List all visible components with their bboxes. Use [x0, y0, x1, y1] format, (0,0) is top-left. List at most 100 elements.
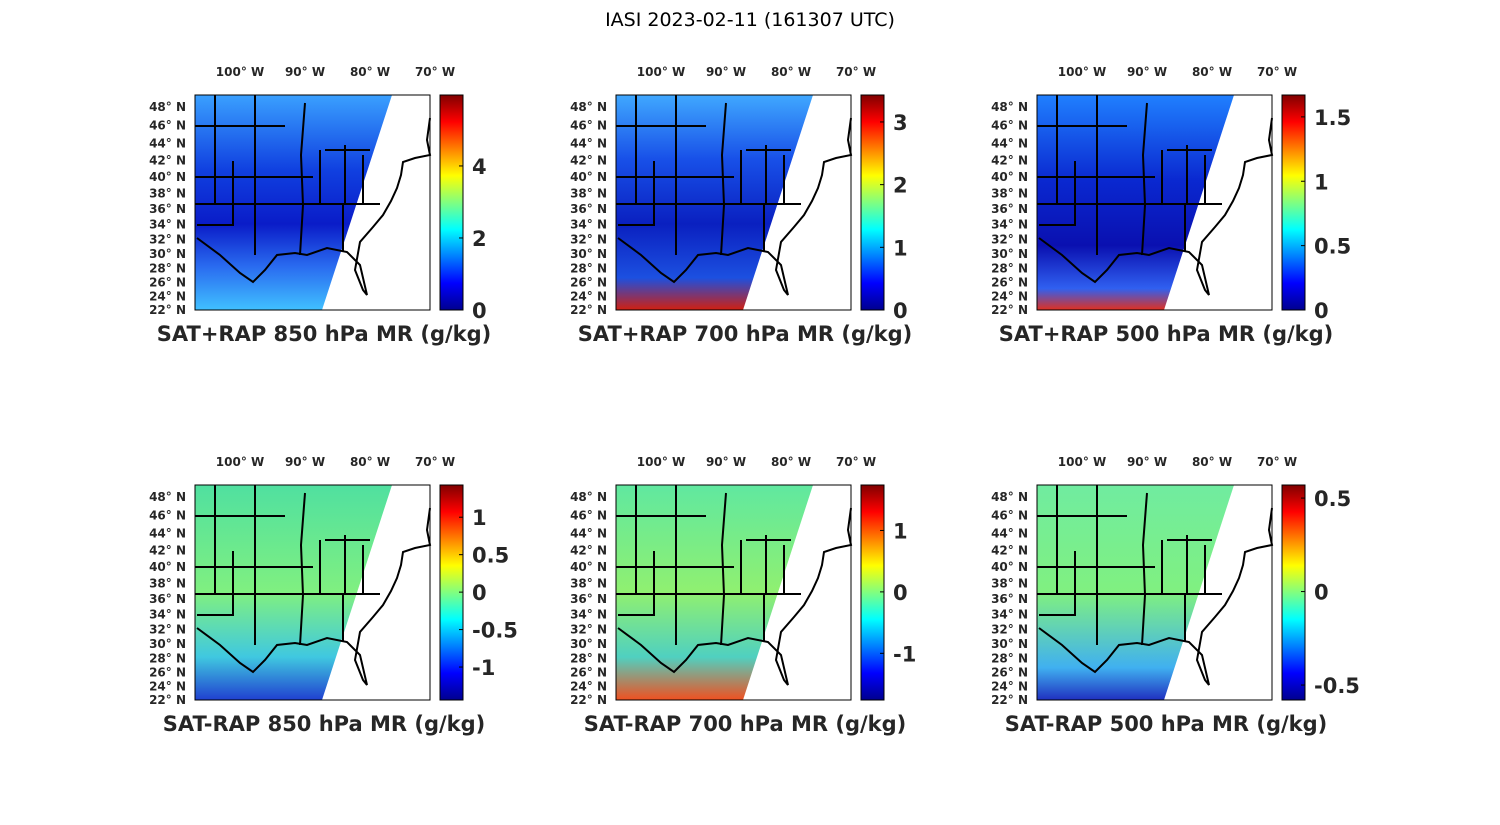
lon-tick-label: 70° W [415, 455, 455, 469]
map-panel-2: 100° W 90° W 80° W 70° W 48° N 46° N 44° N 42° … [570, 65, 912, 346]
map-panel-3: 100° W 90° W 80° W 70° W 48° N 46° N 44° N 42° … [991, 65, 1351, 346]
state-border [618, 161, 655, 226]
lon-tick-label: 80° W [350, 455, 390, 469]
lat-tick-label: 48° N [149, 100, 186, 114]
lat-tick-label: 38° N [149, 576, 186, 590]
colorbar-tick-label: 4 [472, 155, 487, 179]
lat-tick-label: 22° N [149, 693, 186, 707]
lat-tick-label: 40° N [149, 560, 186, 574]
colorbar-tick-label: 2 [893, 174, 908, 198]
lat-tick-label: 34° N [149, 217, 186, 231]
lat-tick-label: 44° N [991, 136, 1028, 150]
lon-tick-label: 80° W [1192, 455, 1232, 469]
lon-tick-label: 100° W [1058, 65, 1106, 79]
lat-tick-label: 32° N [991, 232, 1028, 246]
lat-tick-label: 28° N [570, 261, 607, 275]
lon-tick-label: 70° W [1257, 455, 1297, 469]
lat-tick-label: 42° N [570, 543, 607, 557]
coastline [196, 507, 432, 686]
lat-tick-label: 42° N [991, 543, 1028, 557]
lat-tick-label: 38° N [149, 186, 186, 200]
state-border [299, 102, 306, 256]
lat-tick-label: 44° N [570, 526, 607, 540]
colorbar-tick-label: 0 [893, 299, 908, 323]
lat-tick-label: 24° N [149, 679, 186, 693]
colorbar-tick-label: 3 [893, 111, 908, 135]
map-frame [194, 94, 431, 311]
colorbar-tick-label: -1 [893, 642, 916, 666]
lat-tick-label: 24° N [149, 289, 186, 303]
lat-tick-label: 26° N [991, 665, 1028, 679]
map-panel-1: 100° W 90° W 80° W 70° W 48° N 46° N 44° N 42° … [149, 65, 491, 346]
lat-tick-label: 28° N [149, 651, 186, 665]
map-frame [1036, 94, 1273, 311]
state-border [720, 102, 727, 256]
lat-tick-label: 44° N [570, 136, 607, 150]
lon-tick-label: 100° W [637, 455, 685, 469]
colorbar-tick-label: 0.5 [1314, 487, 1351, 511]
map-frame [615, 94, 852, 311]
lat-tick-label: 36° N [149, 202, 186, 216]
satellite-swath [195, 95, 392, 310]
lon-tick-label: 90° W [1127, 455, 1167, 469]
lat-tick-label: 44° N [149, 136, 186, 150]
colorbar-tick-label: 1 [893, 236, 908, 260]
satellite-swath [1037, 95, 1234, 310]
state-border [1141, 492, 1148, 646]
coastline [617, 117, 853, 296]
lat-tick-label: 40° N [570, 560, 607, 574]
panel-title: SAT-RAP 850 hPa MR (g/kg) [163, 712, 486, 736]
state-border [1141, 102, 1148, 256]
lat-tick-label: 48° N [570, 100, 607, 114]
lat-tick-label: 42° N [149, 153, 186, 167]
lon-tick-label: 100° W [637, 65, 685, 79]
colorbar-tick-label: 0 [893, 581, 908, 605]
lat-tick-label: 32° N [991, 622, 1028, 636]
lat-tick-label: 48° N [991, 100, 1028, 114]
figure-title: IASI 2023-02-11 (161307 UTC) [605, 9, 895, 31]
lat-tick-label: 26° N [149, 275, 186, 289]
lon-tick-label: 80° W [1192, 65, 1232, 79]
lat-tick-label: 32° N [149, 622, 186, 636]
lat-tick-label: 44° N [991, 526, 1028, 540]
colorbar-tick-label: 0 [1314, 581, 1329, 605]
map-panel-4: 100° W 90° W 80° W 70° W 48° N 46° N 44° N 42° … [149, 455, 518, 736]
lat-tick-label: 24° N [570, 289, 607, 303]
map-panel-6: 100° W 90° W 80° W 70° W 48° N 46° N 44° N 42° … [991, 455, 1360, 736]
lat-tick-label: 28° N [991, 651, 1028, 665]
lat-tick-label: 38° N [991, 186, 1028, 200]
lat-tick-label: 30° N [149, 637, 186, 651]
lat-tick-label: 36° N [570, 592, 607, 606]
lon-tick-label: 90° W [285, 455, 325, 469]
lat-tick-label: 42° N [570, 153, 607, 167]
lat-tick-label: 46° N [991, 508, 1028, 522]
lon-tick-label: 100° W [1058, 455, 1106, 469]
lat-tick-label: 46° N [991, 118, 1028, 132]
lat-tick-label: 30° N [570, 247, 607, 261]
lat-tick-label: 22° N [570, 693, 607, 707]
lat-tick-label: 48° N [991, 490, 1028, 504]
satellite-swath [195, 485, 392, 700]
lat-tick-label: 38° N [570, 186, 607, 200]
lat-tick-label: 30° N [149, 247, 186, 261]
lat-tick-label: 22° N [991, 303, 1028, 317]
lat-tick-label: 34° N [991, 217, 1028, 231]
colorbar-tick-label: 1 [472, 506, 487, 530]
lat-tick-label: 46° N [570, 118, 607, 132]
colorbar-tick-label: 0.5 [472, 544, 509, 568]
lat-tick-label: 46° N [570, 508, 607, 522]
panel-title: SAT+RAP 850 hPa MR (g/kg) [157, 322, 491, 346]
lat-tick-label: 36° N [991, 202, 1028, 216]
panel-title: SAT+RAP 700 hPa MR (g/kg) [578, 322, 912, 346]
lat-tick-label: 40° N [570, 170, 607, 184]
lat-tick-label: 36° N [149, 592, 186, 606]
lon-tick-label: 70° W [836, 65, 876, 79]
colorbar [439, 94, 464, 311]
lon-tick-label: 90° W [706, 455, 746, 469]
lat-tick-label: 26° N [149, 665, 186, 679]
state-border [720, 492, 727, 646]
coastline [196, 117, 432, 296]
lon-tick-label: 90° W [1127, 65, 1167, 79]
lat-tick-label: 38° N [570, 576, 607, 590]
lon-tick-label: 100° W [216, 455, 264, 469]
